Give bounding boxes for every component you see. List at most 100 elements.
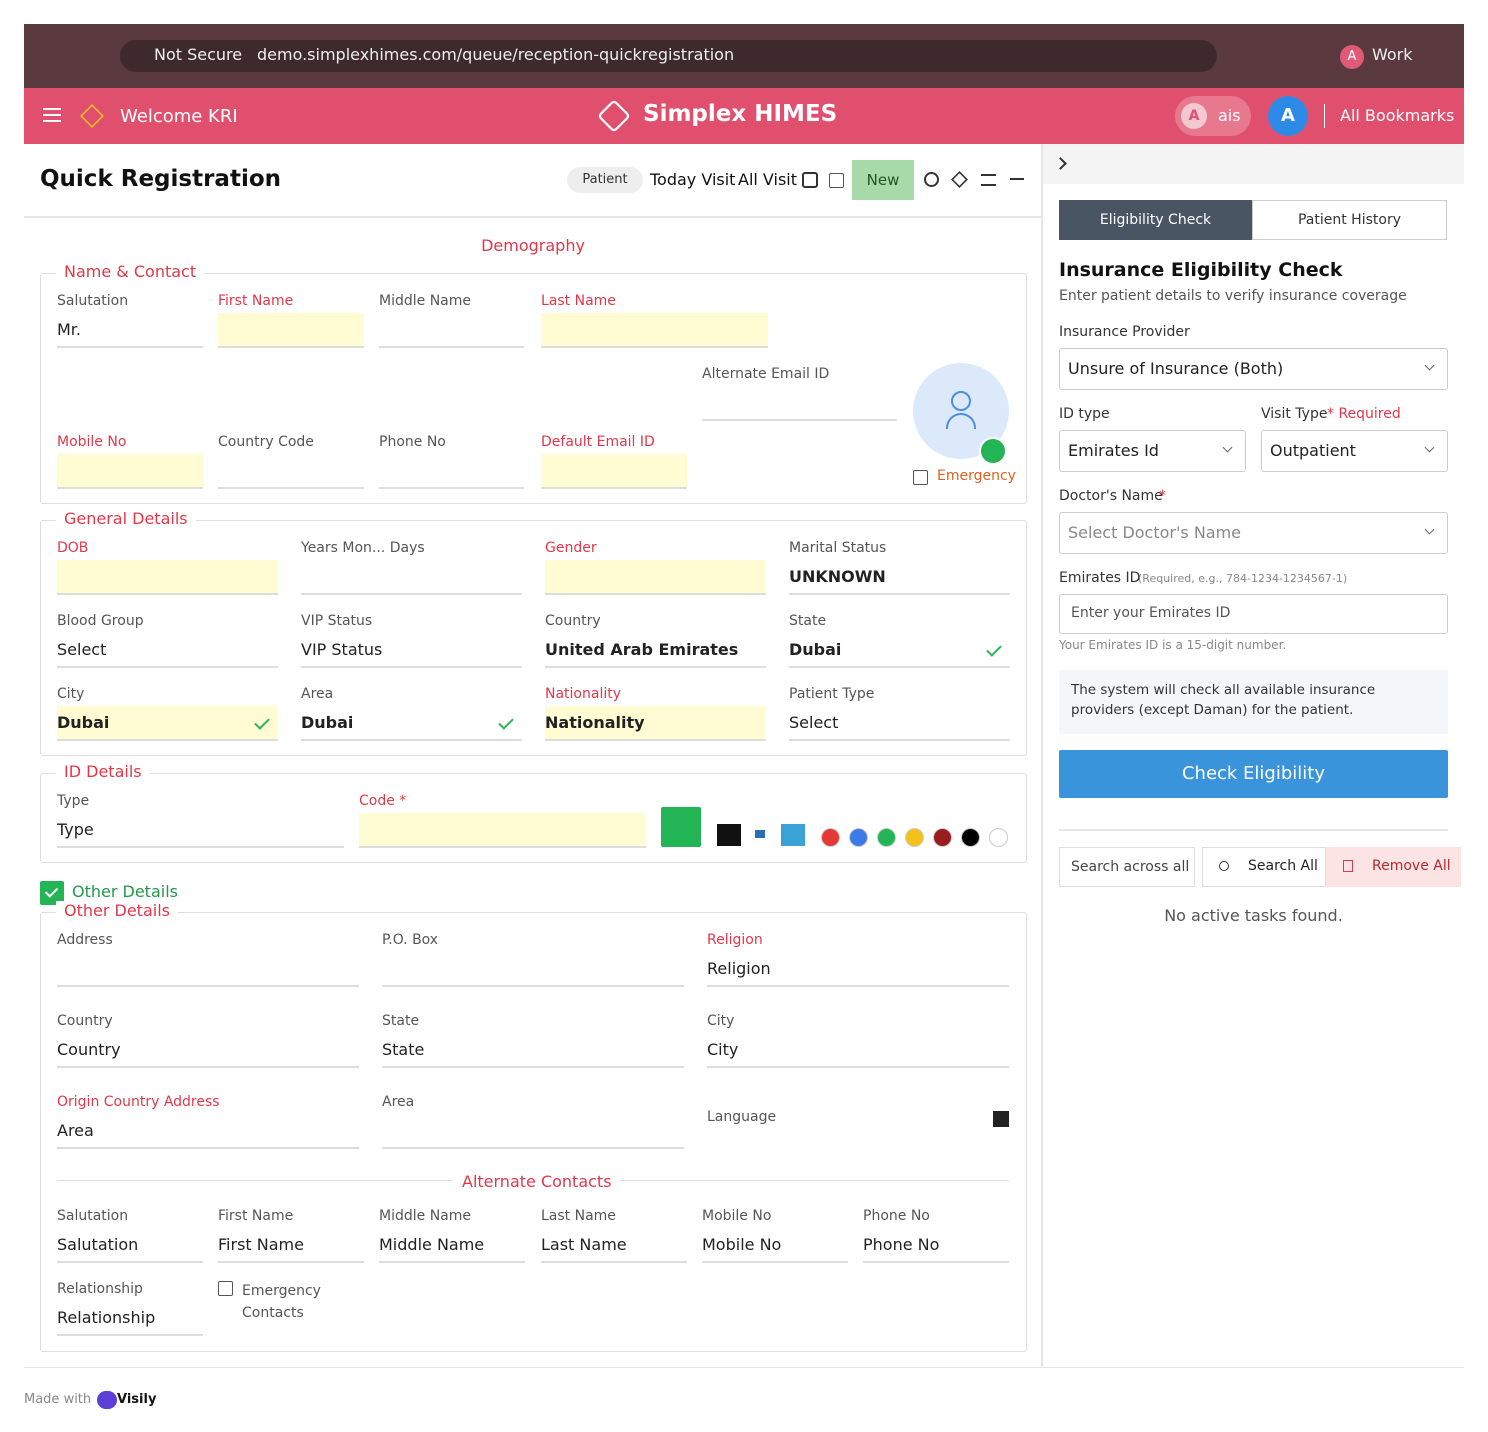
color-swatch[interactable] [933, 828, 952, 847]
field-input[interactable] [57, 706, 278, 739]
back-icon[interactable] [1010, 178, 1024, 180]
avatar[interactable]: A [1268, 96, 1308, 136]
field-value[interactable]: Middle Name [379, 1235, 485, 1254]
field-underline [57, 487, 203, 489]
field-value[interactable]: Dubai [301, 713, 354, 732]
field-value[interactable]: Dubai [789, 640, 842, 659]
profile-name: Work [1372, 45, 1413, 64]
doctor-required: * [1159, 488, 1166, 504]
check-button[interactable]: Check Eligibility [1059, 750, 1448, 798]
field-input[interactable] [541, 454, 687, 487]
color-swatch[interactable] [961, 828, 980, 847]
remove-box[interactable] [1326, 847, 1461, 887]
field-underline [218, 1261, 364, 1263]
visit-type-select[interactable] [1261, 430, 1448, 472]
language-icon[interactable] [993, 1111, 1009, 1127]
tab-active[interactable]: Eligibility Check [1059, 200, 1252, 240]
emirates-input[interactable] [1059, 594, 1448, 634]
field-value[interactable]: Dubai [57, 713, 110, 732]
ec-checkbox[interactable] [218, 1281, 233, 1296]
upload-button[interactable] [979, 437, 1007, 465]
field-value[interactable]: State [382, 1040, 425, 1059]
new-button[interactable]: New [852, 160, 914, 200]
patient-chip[interactable]: Patient [567, 167, 643, 193]
field-underline [57, 1066, 359, 1068]
other-details [40, 912, 1027, 1352]
menu-icon[interactable] [43, 108, 61, 122]
calendar-icon[interactable] [802, 172, 818, 188]
visily-logo [97, 1391, 117, 1409]
id-type-select-text: Emirates Id [1068, 441, 1159, 460]
field-value[interactable]: Mobile No [702, 1235, 782, 1254]
emergency-contacts: Emergency Contacts [242, 1283, 321, 1321]
search-input[interactable]: Search across all [1059, 847, 1195, 887]
field-input[interactable] [545, 560, 766, 593]
field-underline [541, 346, 768, 348]
field-label: Country [57, 1013, 113, 1029]
search-icon[interactable] [924, 172, 939, 187]
field-label: State [789, 613, 827, 629]
provider-select[interactable] [1059, 348, 1448, 390]
search-box[interactable] [1202, 847, 1326, 887]
field-label: First Name [218, 1208, 294, 1224]
color-swatch[interactable] [989, 828, 1008, 847]
visit-type-required: * Required [1327, 406, 1401, 422]
add-button[interactable] [661, 807, 701, 847]
field-input[interactable] [218, 313, 364, 346]
all-visit[interactable]: All Visit [738, 170, 798, 189]
emergency-checkbox[interactable] [913, 470, 928, 485]
field-value[interactable]: City [707, 1040, 739, 1059]
field-underline [57, 739, 278, 741]
field-underline [789, 593, 1010, 595]
field-underline [863, 1261, 1009, 1263]
url[interactable]: demo.simplexhimes.com/queue/reception-qu… [257, 45, 735, 64]
field-value[interactable]: Select [57, 640, 107, 659]
field-underline [57, 1334, 203, 1336]
field-value[interactable]: Phone No [863, 1235, 940, 1254]
field-label: Nationality [545, 686, 622, 702]
color-swatch[interactable] [821, 828, 840, 847]
field-value[interactable]: United Arab Emirates [545, 640, 739, 659]
field-value[interactable]: First Name [218, 1235, 304, 1254]
field-value[interactable]: Country [57, 1040, 121, 1059]
field-value[interactable]: Last Name [541, 1235, 627, 1254]
field-value[interactable]: Mr. [57, 320, 81, 339]
field-label: City [57, 686, 85, 702]
field-value[interactable]: Type [57, 820, 94, 839]
field-value[interactable]: Religion [707, 959, 771, 978]
field-underline [218, 487, 364, 489]
field-underline [707, 1066, 1009, 1068]
color-swatch[interactable] [905, 828, 924, 847]
welcome: Welcome KRI [120, 106, 238, 127]
bookmarks[interactable]: All Bookmarks [1340, 106, 1455, 125]
field-value[interactable]: Relationship [57, 1308, 156, 1327]
icon-3[interactable] [781, 824, 805, 846]
icon-1[interactable] [717, 824, 741, 846]
id-type-select[interactable] [1059, 430, 1246, 472]
color-swatch[interactable] [849, 828, 868, 847]
field-input[interactable] [545, 706, 766, 739]
field-label: City [707, 1013, 735, 1029]
color-swatch[interactable] [877, 828, 896, 847]
field-value[interactable]: Nationality [545, 713, 645, 732]
field-label: Type [57, 793, 90, 809]
field-value[interactable]: Select [789, 713, 839, 732]
field-value[interactable]: Area [57, 1121, 94, 1140]
field-input[interactable] [541, 313, 768, 346]
field-value[interactable]: VIP Status [301, 640, 383, 659]
field-label: Country Code [218, 434, 314, 450]
tab[interactable]: Patient History [1252, 200, 1447, 240]
field-input[interactable] [359, 813, 646, 846]
filter-icon[interactable] [981, 174, 996, 186]
field-input[interactable] [57, 454, 203, 487]
checkbox[interactable] [829, 173, 844, 188]
today-visit[interactable]: Today Visit [650, 170, 736, 189]
doctor-select[interactable] [1059, 512, 1448, 554]
field-input[interactable] [57, 560, 278, 593]
fav-icon[interactable] [951, 171, 968, 188]
user: ais [1218, 106, 1241, 125]
url-pill[interactable] [120, 40, 1217, 72]
field-value[interactable]: UNKNOWN [789, 567, 886, 586]
icon-2[interactable] [755, 830, 765, 838]
field-value[interactable]: Salutation [57, 1235, 139, 1254]
